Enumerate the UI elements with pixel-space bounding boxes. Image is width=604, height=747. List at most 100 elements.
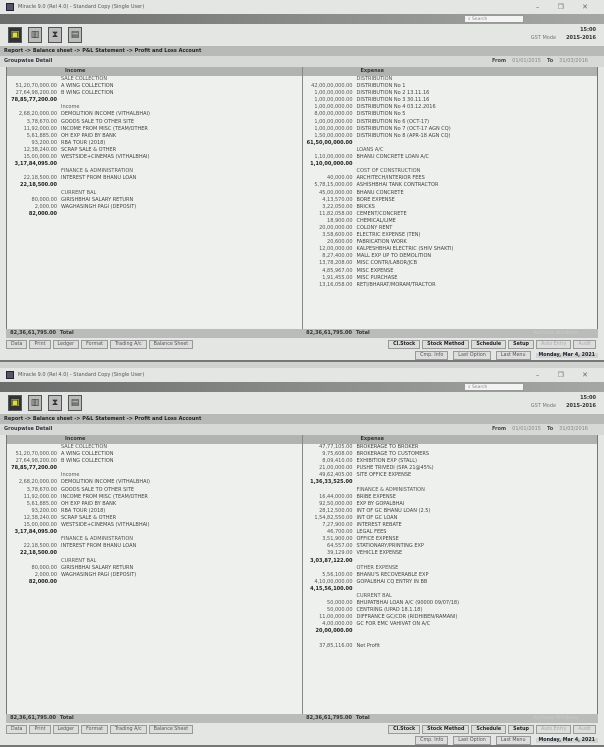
ledger-row[interactable]: 2,000.00 WAGHASINGH PAGI (DEPOSIT) (7, 572, 302, 579)
action-button[interactable]: Setup (508, 724, 534, 734)
ledger-row[interactable]: 3,78,670.00 GOODS SALE TO OTHER SITE (7, 119, 302, 126)
ledger-row[interactable]: 20,00,000.00 COLONY RENT (303, 225, 598, 232)
search-input[interactable]: ⌕ Search (464, 383, 524, 391)
ledger-row[interactable]: 11,92,000.00 INCOME FROM MISC (TEAM/OTHER (7, 126, 302, 133)
status-button[interactable]: Last Menu (495, 350, 531, 360)
ledger-row[interactable]: 4,10,00,000.00 GOPALBHAI CQ ENTRY IN BB (303, 579, 598, 586)
calculator-icon[interactable]: ▥ (28, 395, 42, 411)
hourglass-icon[interactable]: ⧗ (48, 27, 62, 43)
action-button[interactable]: Audit (573, 339, 596, 349)
ledger-row[interactable]: 5,61,885.00 OH EXP PAID BY BANK (7, 133, 302, 140)
ledger-row[interactable]: 16,44,000.00 BRIBE EXPENSE (303, 494, 598, 501)
ledger-row[interactable]: 93,200.00 RBA TOUR (2018) (7, 140, 302, 147)
document-icon[interactable]: ▤ (68, 27, 82, 43)
to-date[interactable]: 31/03/2016 (559, 58, 588, 64)
action-button[interactable]: Stock Method (422, 724, 470, 734)
action-button[interactable]: Auto Entry (535, 724, 572, 734)
tab-button[interactable]: Trading A/c (109, 339, 147, 349)
groupwise-detail-label[interactable]: Groupwise Detail (4, 426, 53, 432)
from-date[interactable]: 01/01/2015 (512, 426, 541, 432)
calculator-icon[interactable]: ▥ (28, 27, 42, 43)
status-button[interactable]: Cmp. Info (415, 735, 449, 745)
ledger-row[interactable]: 5,56,100.00 BHANU'S RECOVERABLE EXP (303, 572, 598, 579)
ledger-row[interactable]: 11,92,000.00 INCOME FROM MISC (TEAM/OTHER (7, 494, 302, 501)
ledger-row[interactable]: 3,78,670.00 GOODS SALE TO OTHER SITE (7, 487, 302, 494)
ledger-row[interactable]: 39,129.00 VEHICLE EXPENSE (303, 550, 598, 557)
ledger-row[interactable]: 80,000.00 GIRISHBHAI SALARY RETURN (7, 197, 302, 204)
tab-button[interactable]: Ledger (52, 724, 80, 734)
ledger-row[interactable]: 3,22,050.00 BRICKS (303, 204, 598, 211)
ledger-row[interactable]: 13,78,208.00 MISC CONTR/LABOR/JCB (303, 260, 598, 267)
ledger-row[interactable]: 3,58,600.00 ELECTRIC EXPENSE (TEN) (303, 232, 598, 239)
ledger-row[interactable]: 4,00,000.00 GC FOR EMC VAHIVAT ON A/C (303, 621, 598, 628)
status-button[interactable]: Last Option (453, 735, 491, 745)
status-button[interactable]: Last Menu (495, 735, 531, 745)
tab-button[interactable]: Format (81, 339, 108, 349)
ledger-row[interactable]: 64,557.00 STATIONARY/PRINTING EXP (303, 543, 598, 550)
ledger-row[interactable]: 1,00,00,000.00 DISTRIBUTION No 3 30.11.16 (303, 97, 598, 104)
ledger-row[interactable]: 8,00,00,000.00 DISTRIBUTION No 5 (303, 111, 598, 118)
ledger-row[interactable]: 37,85,116.00 Net Profit (303, 643, 598, 650)
ledger-row[interactable]: 40,000.00 ARCHITECH/INTERIOR FEES (303, 175, 598, 182)
action-button[interactable]: Stock Method (422, 339, 470, 349)
ledger-row[interactable]: 1,00,00,000.00 DISTRIBUTION No 7 (OCT-17 … (303, 126, 598, 133)
tab-button[interactable]: Print (29, 724, 51, 734)
window-controls[interactable]: – ❐ ✕ (535, 3, 596, 11)
ledger-book-icon[interactable]: ▣ (8, 27, 22, 43)
ledger-row[interactable]: 9,75,608.00 BROKERAGE TO CUSTOMERS (303, 451, 598, 458)
ledger-row[interactable]: 80,000.00 GIRISHBHAI SALARY RETURN (7, 565, 302, 572)
action-button[interactable]: Setup (508, 339, 534, 349)
ledger-row[interactable]: 1,54,82,550.00 INT OF GC LOAN (303, 515, 598, 522)
ledger-row[interactable]: 22,18,500.00 INTEREST FROM BHANU LOAN (7, 543, 302, 550)
ledger-row[interactable]: 8,09,410.00 EXHIBITION EXP (STALL) (303, 458, 598, 465)
ledger-row[interactable]: 7,27,900.00 INTEREST REBATE (303, 522, 598, 529)
action-button[interactable]: Auto Entry (535, 339, 572, 349)
ledger-row[interactable]: 2,68,20,000.00 DEMOLITION INCOME (VITHALB… (7, 479, 302, 486)
ledger-row[interactable]: 1,00,00,000.00 DISTRIBUTION No 4 03.12.20… (303, 104, 598, 111)
to-date[interactable]: 31/03/2016 (559, 426, 588, 432)
hourglass-icon[interactable]: ⧗ (48, 395, 62, 411)
ledger-row[interactable]: 12,38,240.00 SCRAP SALE & OTHER (7, 515, 302, 522)
menu-bar[interactable]: ⌕ Search (0, 14, 604, 24)
ledger-row[interactable]: 22,18,500.00 INTEREST FROM BHANU LOAN (7, 175, 302, 182)
ledger-row[interactable]: 12,00,000.00 KALPESHBHAI ELECTRIC (SHIV S… (303, 246, 598, 253)
menu-bar[interactable]: ⌕ Search (0, 382, 604, 392)
ledger-row[interactable]: 50,000.00 BHUPATBHAI LOAN A/C (90000 09/0… (303, 600, 598, 607)
ledger-row[interactable]: 46,700.00 LEGAL FEES (303, 529, 598, 536)
tab-button[interactable]: Balance Sheet (148, 724, 194, 734)
status-button[interactable]: Last Option (453, 350, 491, 360)
ledger-row[interactable]: 28,12,500.00 INT OF GC BHANU LOAN (2.5) (303, 508, 598, 515)
action-button[interactable]: Schedule (471, 724, 507, 734)
status-button[interactable]: Cmp. Info (415, 350, 449, 360)
action-button[interactable]: Schedule (471, 339, 507, 349)
breadcrumb[interactable]: Report -> Balance sheet -> P&L Statement… (0, 414, 604, 424)
ledger-row[interactable]: 27,64,98,200.00 B WING COLLECTION (7, 90, 302, 97)
action-button[interactable]: Cl.Stock (388, 724, 421, 734)
ledger-row[interactable]: 2,000.00 WAGHASINGH PAGI (DEPOSIT) (7, 204, 302, 211)
ledger-book-icon[interactable]: ▣ (8, 395, 22, 411)
tab-button[interactable]: Print (29, 339, 51, 349)
ledger-row[interactable]: 5,61,885.00 OH EXP PAID BY BANK (7, 501, 302, 508)
action-button[interactable]: Cl.Stock (388, 339, 421, 349)
ledger-row[interactable]: 4,13,570.00 BORE EXPENSE (303, 197, 598, 204)
ledger-row[interactable]: 18,900.00 CHEMICAL/LIME (303, 218, 598, 225)
ledger-row[interactable]: 51,20,70,000.00 A WING COLLECTION (7, 451, 302, 458)
ledger-row[interactable]: 3,51,900.00 OFFICE EXPENSE (303, 536, 598, 543)
ledger-row[interactable]: 4,85,967.00 MISC EXPENSE (303, 268, 598, 275)
action-button[interactable]: Audit (573, 724, 596, 734)
ledger-row[interactable]: 12,38,240.00 SCRAP SALE & OTHER (7, 147, 302, 154)
tab-button[interactable]: Data (6, 339, 28, 349)
ledger-row[interactable]: 92,50,000.00 EXP BY GOPALBHAI (303, 501, 598, 508)
ledger-row[interactable]: 93,200.00 RBA TOUR (2018) (7, 508, 302, 515)
tab-button[interactable]: Format (81, 724, 108, 734)
ledger-row[interactable]: 1,91,455.00 MISC PURCHASE (303, 275, 598, 282)
ledger-row[interactable]: 15,00,000.00 WESTSIDE+CINEMAS (VITHALBHAI… (7, 522, 302, 529)
ledger-row[interactable]: 42,00,00,000.00 DISTRIBUTION No 1 (303, 83, 598, 90)
ledger-row[interactable]: 1,00,00,000.00 DISTRIBUTION No 6 (OCT-17) (303, 119, 598, 126)
ledger-row[interactable]: 2,68,20,000.00 DEMOLITION INCOME (VITHALB… (7, 111, 302, 118)
ledger-row[interactable]: 13,16,058.00 RETI/BHARAT/MORAM/TRACTOR (303, 282, 598, 289)
ledger-row[interactable]: 51,20,70,000.00 A WING COLLECTION (7, 83, 302, 90)
ledger-row[interactable]: 5,78,15,000.00 ASHISHBHAI TANK CONTRACTOR (303, 182, 598, 189)
ledger-row[interactable]: 47,77,105.00 BROKERAGE TO BROKER (303, 444, 598, 451)
ledger-row[interactable]: 49,62,405.00 SITE OFFICE EXPENSE (303, 472, 598, 479)
